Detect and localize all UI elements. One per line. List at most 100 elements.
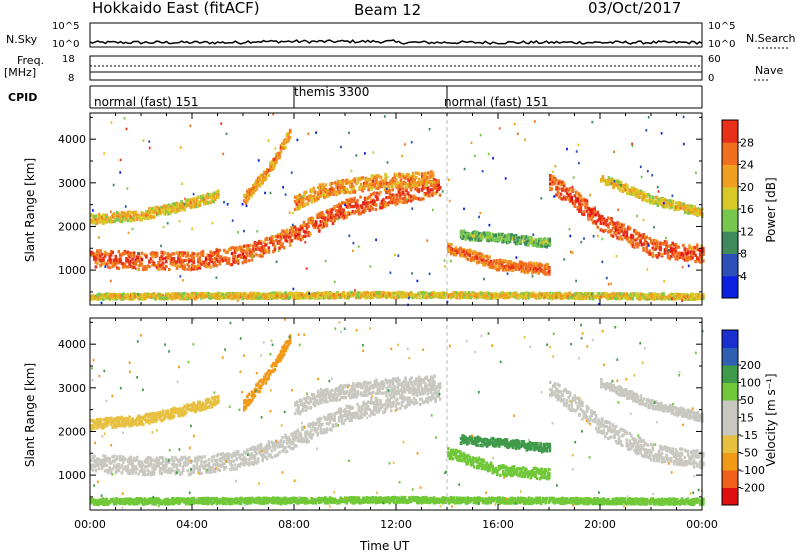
scatter-cell xyxy=(148,265,151,269)
scatter-cell xyxy=(171,257,174,261)
scatter-cell xyxy=(149,292,153,297)
scatter-cell xyxy=(604,294,607,298)
scatter-cell xyxy=(501,291,505,295)
scatter-cell xyxy=(587,217,590,221)
scatter-cell xyxy=(324,222,327,226)
scatter-cell xyxy=(331,207,335,211)
scatter-cell xyxy=(90,297,93,301)
scatter-cell xyxy=(376,198,379,202)
scatter-cell xyxy=(236,293,240,297)
scatter-cell xyxy=(113,258,116,262)
scatter-cell xyxy=(513,240,516,244)
scatter-cell xyxy=(140,213,144,217)
scatter-cell xyxy=(579,297,583,301)
scatter-cell xyxy=(408,180,412,184)
scatter-cell xyxy=(137,263,140,268)
scatter-cell xyxy=(428,175,432,179)
scatter-cell xyxy=(376,181,380,185)
scatter-cell xyxy=(608,295,612,299)
scatter-cell xyxy=(301,237,304,241)
scatter-cell xyxy=(556,186,560,190)
scatter-cell xyxy=(265,237,269,242)
scatter-cell xyxy=(693,205,696,209)
scatter-cell xyxy=(386,294,390,298)
scatter-cell xyxy=(244,193,248,198)
scatter-cell xyxy=(460,291,463,295)
scatter-cell xyxy=(273,293,277,297)
scatter-cell xyxy=(410,180,413,184)
scatter-cell xyxy=(158,297,162,301)
scatter-cell xyxy=(249,251,252,255)
scatter-cell xyxy=(478,235,481,239)
scatter-cell xyxy=(262,170,266,174)
scatter-cell xyxy=(233,296,237,300)
scatter-cell xyxy=(204,196,208,200)
scatter-cell xyxy=(668,244,671,248)
scatter-cell xyxy=(313,296,316,300)
scatter-cell xyxy=(426,190,430,194)
scatter-cell xyxy=(217,193,220,197)
scatter-cell xyxy=(493,292,497,296)
scatter-cell xyxy=(465,233,469,238)
scatter-cell xyxy=(487,239,490,243)
scatter-cell xyxy=(137,259,140,263)
scatter-cell xyxy=(304,296,307,300)
scatter-cell xyxy=(344,211,347,215)
scatter-cell xyxy=(151,211,154,215)
scatter-cell xyxy=(207,254,211,258)
scatter-cell xyxy=(139,216,142,220)
scatter-cell xyxy=(433,183,436,187)
scatter-cell xyxy=(332,187,335,191)
scatter-cell xyxy=(561,187,564,191)
scatter-cell xyxy=(388,192,391,196)
scatter-cell xyxy=(339,184,343,188)
scatter-cell xyxy=(206,294,209,298)
scatter-cell xyxy=(671,203,675,207)
scatter-cell xyxy=(276,156,280,160)
scatter-cell xyxy=(622,292,625,296)
scatter-cell xyxy=(460,295,463,299)
scatter-cell xyxy=(655,195,658,199)
scatter-cell xyxy=(469,295,472,300)
scatter-cell xyxy=(463,291,466,295)
scatter-cell xyxy=(399,196,402,200)
scatter-cell xyxy=(109,220,113,224)
scatter-cell xyxy=(384,179,387,183)
scatter-cell xyxy=(654,239,658,243)
scatter-cell xyxy=(235,248,238,253)
scatter-cell xyxy=(255,179,258,183)
scatter-cell xyxy=(319,294,323,298)
scatter-cell xyxy=(353,189,357,193)
scatter-cell xyxy=(398,184,401,188)
scatter-cell xyxy=(333,293,336,297)
scatter-cell xyxy=(189,268,193,272)
scatter-cell xyxy=(483,260,487,264)
scatter-cell xyxy=(654,244,658,249)
scatter-cell xyxy=(669,244,673,248)
scatter-cell xyxy=(380,199,384,203)
scatter-cell xyxy=(619,186,623,190)
scatter-cell xyxy=(419,296,422,300)
scatter-cell xyxy=(645,296,648,300)
scatter-cell xyxy=(604,292,607,296)
scatter-cell xyxy=(183,208,186,212)
scatter-cell xyxy=(599,215,603,219)
scatter-cell xyxy=(673,207,676,211)
scatter-cell xyxy=(453,251,456,255)
scatter-cell xyxy=(452,291,456,295)
scatter-cell xyxy=(543,268,546,272)
scatter-cell xyxy=(508,233,512,237)
scatter-cell xyxy=(613,293,616,298)
scatter-cell xyxy=(269,239,272,243)
scatter-cell xyxy=(108,255,111,259)
scatter-cell xyxy=(294,200,297,204)
scatter-cell xyxy=(376,174,380,178)
scatter-cell xyxy=(611,221,615,225)
scatter-cell xyxy=(281,242,284,246)
scatter-cell xyxy=(318,291,321,295)
scatter-cell xyxy=(180,258,183,262)
scatter-cell xyxy=(198,292,202,296)
scatter-cell xyxy=(462,248,465,252)
scatter-cell xyxy=(275,234,278,238)
scatter-cell xyxy=(688,246,691,250)
